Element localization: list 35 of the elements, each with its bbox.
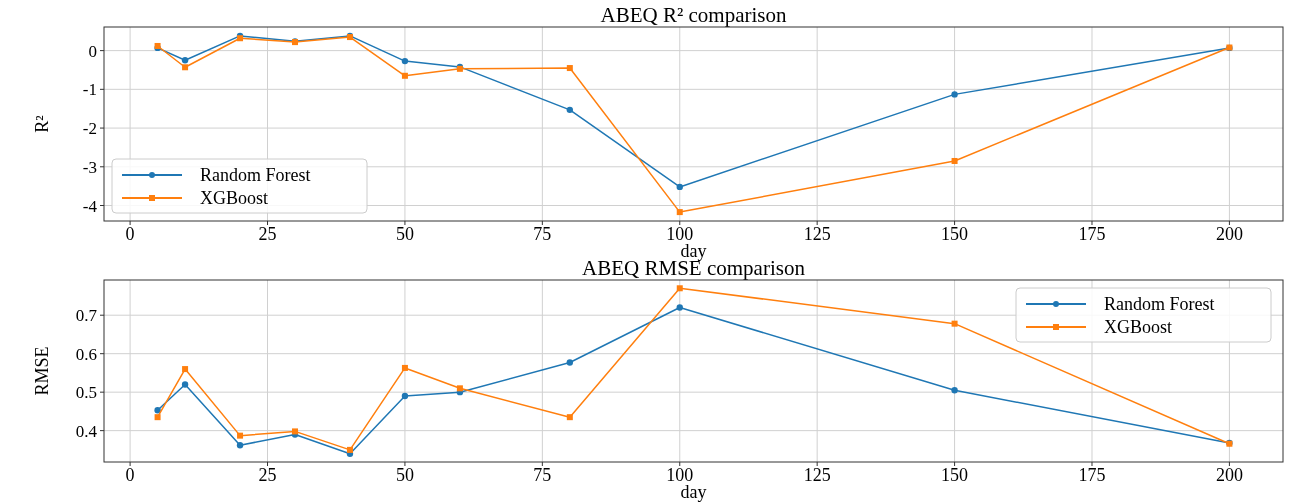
x-tick-label: 75 <box>533 224 552 244</box>
legend-label: Random Forest <box>200 165 311 185</box>
x-tick-label: 75 <box>533 465 552 485</box>
y-tick-label: 0.6 <box>75 344 97 364</box>
y-tick-label: 0.5 <box>75 383 97 403</box>
y-tick-label: -1 <box>82 80 97 100</box>
y-axis-title: RMSE <box>32 346 52 396</box>
x-tick-label: 100 <box>666 224 694 244</box>
x-tick-label: 25 <box>258 465 277 485</box>
y-tick-label: 0 <box>88 41 97 61</box>
chart-title: ABEQ R² comparison <box>600 3 787 27</box>
x-tick-label: 0 <box>125 224 135 244</box>
x-tick-label: 200 <box>1215 465 1243 485</box>
legend-label: XGBoost <box>200 188 269 208</box>
x-tick-label: 50 <box>395 465 414 485</box>
y-tick-label: -4 <box>82 196 98 216</box>
x-axis-title: day <box>680 482 707 502</box>
y-tick-label: -2 <box>82 119 97 139</box>
x-tick-label: 0 <box>125 465 135 485</box>
y-tick-label: 0.7 <box>75 306 98 326</box>
y-tick-label: -3 <box>82 157 97 177</box>
x-tick-label: 175 <box>1078 465 1106 485</box>
legend-label: XGBoost <box>1104 317 1173 337</box>
x-tick-label: 25 <box>258 224 277 244</box>
x-tick-label: 175 <box>1078 224 1106 244</box>
x-tick-label: 100 <box>666 465 694 485</box>
x-tick-label: 125 <box>803 465 831 485</box>
x-tick-label: 150 <box>941 465 969 485</box>
legend-label: Random Forest <box>1104 294 1215 314</box>
x-tick-label: 50 <box>395 224 414 244</box>
y-tick-label: 0.4 <box>75 421 98 441</box>
x-tick-label: 200 <box>1215 224 1243 244</box>
x-tick-label: 150 <box>941 224 969 244</box>
y-axis-title: R² <box>32 115 52 133</box>
x-tick-label: 125 <box>803 224 831 244</box>
